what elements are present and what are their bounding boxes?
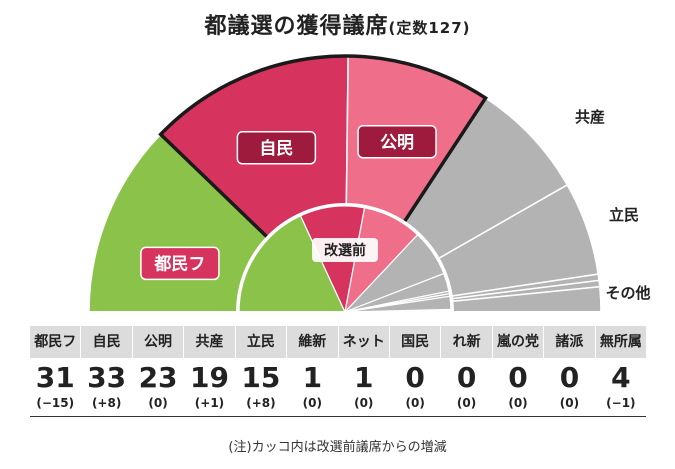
party-name-party-11: 諸派 [544, 326, 596, 358]
inner-title-label: 改選前 [324, 242, 366, 259]
inner-wedge-party-1 [238, 214, 346, 313]
wedge-label-party-1: 都民フ [153, 253, 205, 274]
footnote: (注)カッコ内は改選前議席からの増減 [228, 440, 447, 455]
party-name-party-7: ネット [338, 326, 390, 358]
seat-count-party-12: 4 [611, 361, 631, 394]
seat-count-party-4: 19 [184, 358, 236, 394]
seat-change-party-9: (0) [441, 394, 493, 412]
seat-value-row: 31 33 23 19 15 1 1 0 0 0 0 4 [30, 358, 646, 394]
party-name-party-12: 無所属 [595, 326, 647, 358]
seat-change-party-5: (+8) [236, 394, 288, 412]
party-name-party-8: 国民 [389, 326, 442, 358]
seat-change-party-8: (0) [390, 394, 442, 412]
wedge-label-party-3: 公明 [380, 133, 414, 153]
chart-title: 都議選の獲得議席(定数127) [0, 8, 675, 40]
seat-count-party-9: 0 [441, 358, 493, 394]
party-name-party-9: れ新 [441, 326, 493, 358]
seat-change-party-1: (−15) [30, 394, 82, 412]
inner-wedge-party-12 [344, 295, 452, 313]
seat-count-party-11: 0 [544, 358, 596, 394]
results-table: 都民フ 自民 公明 共産 立民 維新 ネット 国民 れ新 嵐の党 諸派 無所属 31 33 23 19 15 1… [30, 326, 647, 417]
title-subtitle: (定数127) [388, 19, 471, 37]
seat-count-party-7: 1 [339, 358, 390, 394]
external-label-3: その他 [605, 284, 650, 302]
seat-count-party-3: 23 [133, 358, 185, 394]
inner-title-box [312, 238, 378, 262]
seat-change-party-2: (+8) [81, 394, 133, 412]
party-name-party-4: 共産 [184, 326, 236, 358]
external-label-1: 共産 [575, 108, 605, 126]
seat-count-party-6: 1 [287, 358, 339, 394]
seat-count-party-8: 0 [390, 358, 442, 394]
party-header-row: 都民フ 自民 公明 共産 立民 維新 ネット 国民 れ新 嵐の党 諸派 無所属 [30, 326, 647, 358]
table-bottom-rule [30, 416, 646, 417]
seat-change-party-7: (0) [339, 394, 390, 412]
seat-count-party-10: 0 [493, 358, 545, 394]
wedge-label-box-party-1 [140, 246, 220, 281]
seat-change-party-3: (0) [133, 394, 185, 412]
seat-change-party-12: (−1) [606, 396, 636, 410]
external-label-2: 立民 [609, 206, 639, 224]
seat-change-party-11: (0) [544, 394, 596, 412]
party-name-party-2: 自民 [81, 326, 133, 358]
seat-count-party-2: 33 [81, 358, 133, 394]
party-name-party-3: 公明 [132, 326, 185, 358]
seat-change-party-6: (0) [287, 394, 339, 412]
seat-count-party-5: 15 [236, 358, 288, 394]
party-name-party-5: 立民 [235, 326, 288, 358]
title-text: 都議選の獲得議席 [204, 14, 389, 39]
seat-change-party-10: (0) [493, 394, 545, 412]
seat-change-party-4: (+1) [184, 394, 236, 412]
party-name-party-6: 維新 [287, 326, 339, 358]
seat-count-party-1: 31 [30, 358, 82, 394]
party-name-party-1: 都民フ [30, 326, 82, 358]
wedge-label-box-party-3 [357, 125, 437, 159]
party-name-party-10: 嵐の党 [492, 326, 545, 358]
seat-change-row: (−15) (+8) (0) (+1) (+8) (0) (0) (0) (0) (0) (0) (−… [30, 394, 646, 412]
wedge-label-box-party-2 [236, 131, 317, 165]
wedge-label-party-2: 自民 [259, 138, 293, 159]
